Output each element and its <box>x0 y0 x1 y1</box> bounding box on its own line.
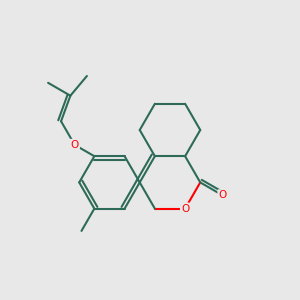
Text: O: O <box>70 140 79 150</box>
Text: O: O <box>181 204 189 214</box>
Text: O: O <box>218 190 227 200</box>
